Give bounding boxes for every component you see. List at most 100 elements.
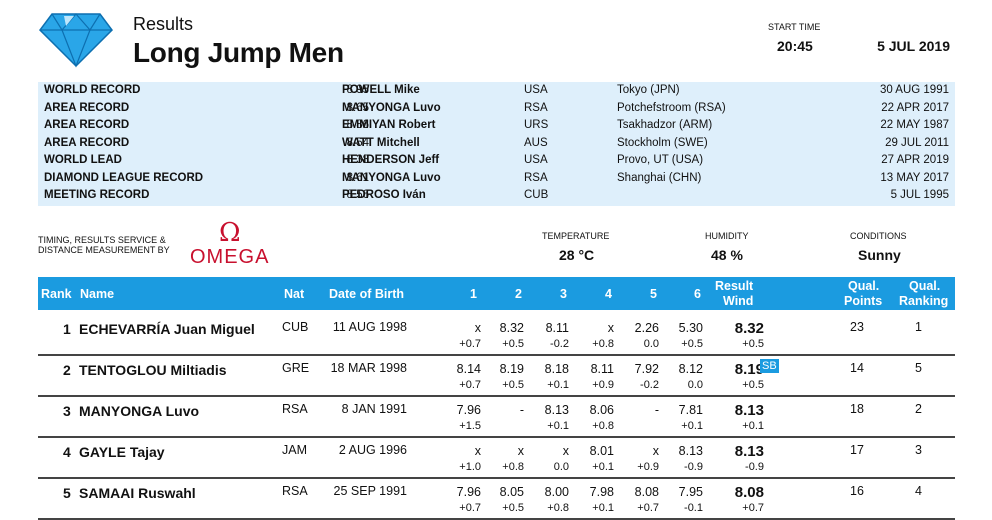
- row-qual-ranking: 4: [915, 484, 922, 498]
- wind-4: +0.9: [592, 379, 614, 391]
- row-athlete-name: TENTOGLOU Miltiadis: [79, 362, 227, 378]
- attempt-4: 8.11: [590, 362, 614, 376]
- record-name: AREA RECORD: [44, 136, 130, 149]
- row-result-wind: -0.9: [745, 461, 764, 473]
- record-date: 13 MAY 2017: [880, 171, 949, 184]
- attempt-1: 7.96: [456, 485, 481, 499]
- attempt-4: 8.01: [589, 444, 614, 458]
- attempt-4: x: [607, 321, 614, 335]
- wind-3: 0.0: [553, 461, 569, 473]
- timing-credit: TIMING, RESULTS SERVICE & DISTANCE MEASU…: [38, 235, 170, 255]
- record-name: WORLD LEAD: [44, 154, 122, 166]
- attempt-2: 8.05: [499, 485, 524, 499]
- header-attempt-1: 1: [470, 287, 477, 301]
- wind-2: +0.8: [502, 461, 524, 473]
- row-rank: 1: [63, 321, 71, 337]
- header-attempt-3: 3: [560, 287, 567, 301]
- humidity-label: HUMIDITY: [705, 231, 749, 241]
- wind-3: +0.1: [547, 420, 569, 432]
- wind-3: +0.8: [547, 502, 569, 514]
- header-wind: Wind: [723, 294, 754, 308]
- start-time-label: START TIME: [768, 22, 821, 32]
- omega-logo: Ω OMEGA: [190, 218, 280, 270]
- row-result-wind: +0.5: [742, 338, 764, 350]
- wind-1: +0.7: [459, 338, 481, 350]
- header-attempt-5: 5: [650, 287, 657, 301]
- start-time: 20:45: [777, 38, 813, 54]
- row-qual-ranking: 3: [915, 443, 922, 457]
- wind-5: +0.9: [637, 461, 659, 473]
- wind-4: +0.1: [592, 461, 614, 473]
- row-nat: RSA: [282, 484, 308, 498]
- attempt-5: 8.08: [634, 485, 659, 499]
- row-qual-points: 14: [850, 361, 864, 375]
- page-subtitle: Results: [133, 14, 194, 34]
- row-dob: 11 AUG 1998: [332, 320, 407, 334]
- row-result: 8.13: [734, 402, 764, 419]
- row-result-wind: +0.5: [742, 379, 764, 391]
- record-mark: 8.65: [346, 101, 369, 114]
- row-rank: 3: [63, 403, 71, 419]
- record-venue: Potchefstroom (RSA): [617, 101, 726, 114]
- header-qual-1: Qual.: [848, 279, 880, 293]
- wind-2: +0.5: [502, 502, 524, 514]
- attempt-3: x: [562, 444, 569, 458]
- record-row: DIAMOND LEAGUE RECORD 8.61 MANYONGA Luvo…: [38, 170, 955, 187]
- row-dob: 8 JAN 1991: [341, 402, 407, 416]
- record-mark: 8.54: [346, 136, 369, 149]
- attempt-6: 5.30: [678, 321, 703, 335]
- result-row: 3 MANYONGA Luvo RSA 8 JAN 1991 7.96 - 8.…: [38, 395, 955, 438]
- wind-1: +0.7: [459, 379, 481, 391]
- attempt-1: x: [474, 321, 481, 335]
- season-best-badge: SB: [760, 359, 779, 373]
- attempt-4: 7.98: [589, 485, 614, 499]
- attempt-3: 8.13: [544, 403, 569, 417]
- omega-wordmark: OMEGA: [190, 246, 270, 268]
- header-name: Name: [80, 287, 115, 301]
- record-mark: 8.38: [346, 154, 369, 166]
- attempt-1: 7.96: [456, 403, 481, 417]
- attempt-5: -: [654, 403, 659, 417]
- row-rank: 4: [63, 444, 71, 460]
- row-athlete-name: MANYONGA Luvo: [79, 403, 200, 419]
- wind-6: +0.5: [681, 338, 703, 350]
- attempt-5: x: [652, 444, 659, 458]
- row-qual-points: 16: [850, 484, 864, 498]
- record-nat: URS: [524, 119, 549, 131]
- attempt-1: 8.14: [456, 362, 481, 376]
- wind-6: +0.1: [681, 420, 703, 432]
- record-mark: 8.61: [346, 171, 369, 184]
- record-date: 22 APR 2017: [881, 101, 949, 114]
- record-venue: Tsakhadzor (ARM): [617, 119, 713, 131]
- wind-6: -0.1: [684, 502, 703, 514]
- conditions-value: Sunny: [858, 247, 901, 263]
- row-athlete-name: SAMAAI Ruswahl: [79, 485, 196, 501]
- row-rank: 2: [63, 362, 71, 378]
- row-nat: RSA: [282, 402, 308, 416]
- record-athlete: MANYONGA Luvo: [342, 171, 441, 184]
- record-nat: RSA: [524, 101, 548, 114]
- header-dob: Date of Birth: [329, 287, 404, 301]
- results-table-header: Rank Name Nat Date of Birth 1 2 3 4 5 6 …: [38, 277, 955, 310]
- attempt-2: 8.19: [499, 362, 524, 376]
- attempt-6: 8.12: [678, 362, 703, 376]
- attempt-6: 7.95: [678, 485, 703, 499]
- wind-2: +0.5: [502, 338, 524, 350]
- record-athlete: MANYONGA Luvo: [342, 101, 441, 114]
- result-row: 4 GAYLE Tajay JAM 2 AUG 1996 x x x 8.01 …: [38, 436, 955, 479]
- attempt-5: 7.92: [634, 362, 659, 376]
- record-venue: Shanghai (CHN): [617, 171, 702, 184]
- wind-3: -0.2: [550, 338, 569, 350]
- wind-6: -0.9: [684, 461, 703, 473]
- header-rank: Rank: [41, 287, 72, 301]
- record-row: WORLD RECORD 8.95 POWELL Mike USA Tokyo …: [38, 82, 955, 99]
- record-name: MEETING RECORD: [44, 189, 150, 201]
- wind-1: +1.0: [459, 461, 481, 473]
- record-date: 22 MAY 1987: [880, 119, 949, 131]
- wind-4: +0.8: [592, 420, 614, 432]
- record-nat: USA: [524, 154, 548, 166]
- record-athlete: POWELL Mike: [342, 84, 420, 96]
- attempt-2: -: [519, 403, 524, 417]
- record-nat: AUS: [524, 136, 548, 149]
- wind-5: +0.7: [637, 502, 659, 514]
